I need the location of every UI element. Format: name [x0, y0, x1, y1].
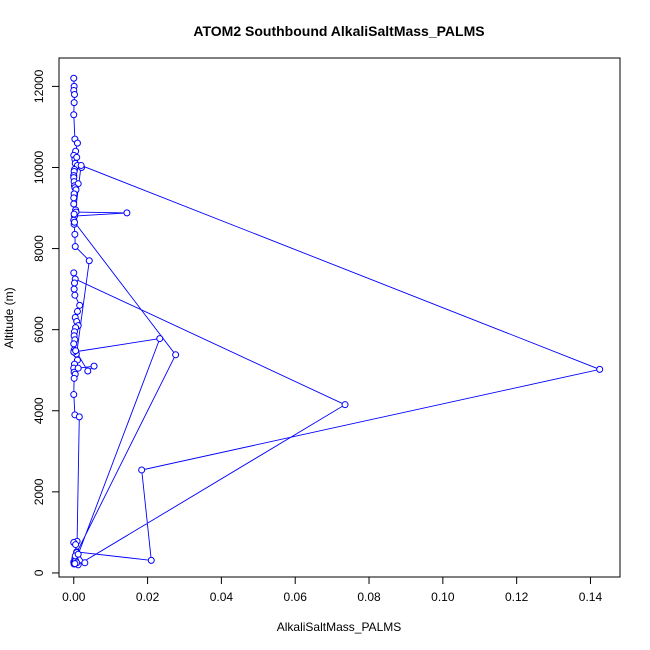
data-point — [172, 351, 180, 359]
y-tick-label: 12000 — [32, 69, 46, 103]
data-point — [85, 257, 93, 265]
data-point — [71, 90, 79, 98]
x-axis-label: AlkaliSaltMass_PALMS — [277, 620, 402, 634]
x-tick-label: 0.08 — [357, 590, 381, 604]
data-point — [77, 161, 85, 169]
data-point — [71, 560, 79, 568]
data-point — [70, 374, 78, 382]
x-tick-label: 0.14 — [579, 590, 603, 604]
data-point — [73, 307, 81, 315]
y-tick-label: 8000 — [32, 235, 46, 262]
data-point — [341, 401, 349, 409]
y-tick-label: 0 — [32, 569, 46, 576]
data-point — [70, 391, 78, 399]
data-point — [70, 200, 78, 208]
data-point — [70, 194, 78, 202]
data-point — [75, 413, 83, 421]
data-point — [596, 365, 604, 373]
chart-title: ATOM2 Southbound AlkaliSaltMass_PALMS — [193, 23, 484, 39]
series-line — [73, 78, 602, 566]
data-point — [72, 541, 80, 549]
data-point — [70, 99, 78, 107]
data-point — [70, 269, 78, 277]
data-point — [138, 466, 146, 474]
data-point — [90, 362, 98, 370]
data-point — [74, 364, 82, 372]
data-point — [70, 210, 78, 218]
y-axis-label: Altitude (m) — [2, 287, 16, 348]
plot-frame — [58, 57, 621, 578]
data-point — [84, 367, 92, 375]
x-tick-label: 0.04 — [210, 590, 234, 604]
data-point — [71, 291, 79, 299]
x-tick-label: 0.02 — [136, 590, 160, 604]
x-tick-label: 0.06 — [284, 590, 308, 604]
data-point — [71, 279, 79, 287]
data-point — [70, 340, 78, 348]
data-point — [76, 301, 84, 309]
data-point — [74, 550, 82, 558]
data-point — [73, 153, 81, 161]
data-point — [156, 335, 164, 343]
y-tick-label: 4000 — [32, 397, 46, 424]
data-point — [81, 559, 89, 567]
data-point — [147, 556, 155, 564]
data-point — [70, 111, 78, 119]
data-point — [71, 218, 79, 226]
data-point — [71, 230, 79, 238]
x-axis: 0.00 0.02 0.04 0.06 0.08 0.10 0.12 0.14 — [62, 576, 603, 604]
data-point — [70, 285, 78, 293]
x-tick-label: 0.10 — [431, 590, 455, 604]
data-point — [71, 243, 79, 251]
data-point — [72, 347, 80, 355]
data-point — [123, 209, 131, 217]
y-tick-label: 6000 — [32, 316, 46, 343]
y-tick-label: 2000 — [32, 478, 46, 505]
series-layer — [70, 74, 604, 569]
y-tick-label: 10000 — [32, 150, 46, 184]
x-tick-label: 0.00 — [62, 590, 86, 604]
data-point — [70, 74, 78, 82]
data-point — [73, 139, 81, 147]
x-tick-label: 0.12 — [505, 590, 529, 604]
y-axis: 0 2000 4000 6000 8000 10000 12000 — [32, 69, 60, 576]
